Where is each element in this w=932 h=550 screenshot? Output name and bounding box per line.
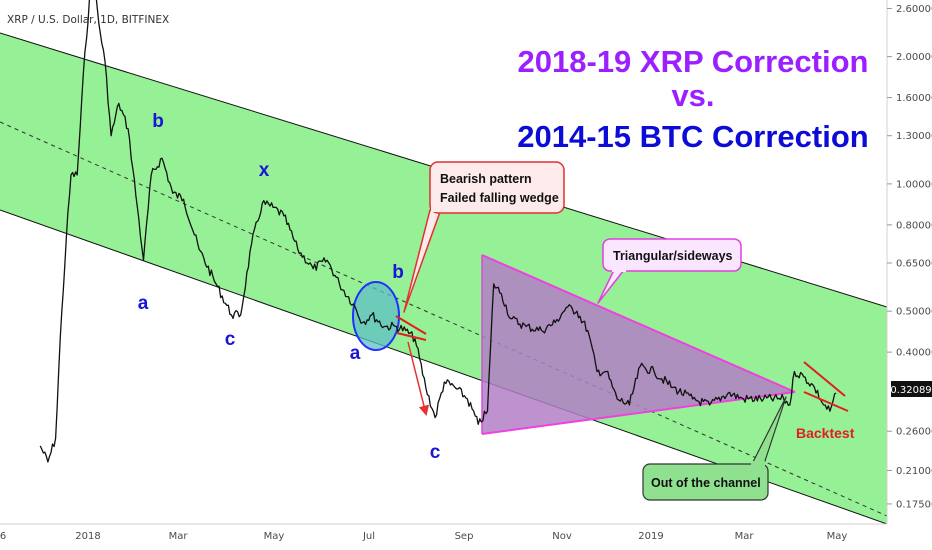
symbol-label: XRP / U.S. Dollar, 1D, BITFINEX [7, 14, 169, 26]
x-tick-label: Nov [552, 531, 572, 542]
callout-bearish-line1: Bearish pattern [440, 172, 532, 186]
title-line2: vs. [671, 78, 714, 113]
title-line1: 2018-19 XRP Correction [518, 44, 869, 79]
callout-bearish: Bearish pattern Failed falling wedge [403, 161, 565, 313]
wave-label-a2: a [350, 343, 361, 364]
x-tick-label: May [264, 531, 285, 542]
wave-label-c2: c [430, 442, 441, 463]
price-channel [0, 33, 887, 524]
wave-label-c1: c [225, 329, 236, 350]
x-tick-label: Mar [735, 531, 755, 542]
backtest-line-upper [803, 361, 846, 397]
callout-triangular-text: Triangular/sideways [613, 249, 733, 263]
backtest-line-lower [803, 391, 849, 412]
callout-triangular: Triangular/sideways [597, 238, 742, 304]
wave-label-b2: b [392, 262, 404, 283]
plot-area [0, 0, 887, 524]
current-price-marker: 0.32089 [890, 381, 932, 397]
time-axis: 6 2018 Mar May Jul Sep Nov 2019 Mar May [0, 531, 847, 542]
x-tick-label: Sep [455, 531, 474, 542]
callout-out-of-channel-text: Out of the channel [651, 476, 761, 490]
price-line [39, 0, 837, 463]
callout-bearish-line2: Failed falling wedge [440, 191, 559, 205]
channel-midline [0, 121, 887, 517]
y-tick-label: 1.30000 [896, 131, 932, 142]
y-tick-label: 2.60000 [896, 4, 932, 15]
backtest-label: Backtest [796, 425, 855, 441]
wedge-line-lower [396, 332, 427, 341]
wave-label-x: x [259, 160, 270, 181]
wedge-line-upper [395, 315, 427, 335]
x-tick-label: Jul [362, 531, 375, 542]
wave-label-b1: b [152, 111, 164, 132]
current-price-label: 0.32089 [890, 385, 931, 396]
x-tick-label: May [827, 531, 848, 542]
x-tick-label: Mar [169, 531, 189, 542]
y-tick-label: 1.60000 [896, 93, 932, 104]
triangle-upper-edge [481, 254, 796, 393]
triangle-pattern [482, 255, 795, 434]
callout-out-of-channel: Out of the channel [642, 396, 787, 501]
wave-label-a1: a [138, 293, 149, 314]
x-tick-label: 2018 [75, 531, 100, 542]
wedge-arrow [407, 341, 430, 417]
highlight-circle [352, 281, 400, 351]
x-tick-label: 2019 [638, 531, 663, 542]
x-tick-label: 6 [0, 531, 6, 542]
title-line3: 2014-15 BTC Correction [517, 119, 868, 154]
